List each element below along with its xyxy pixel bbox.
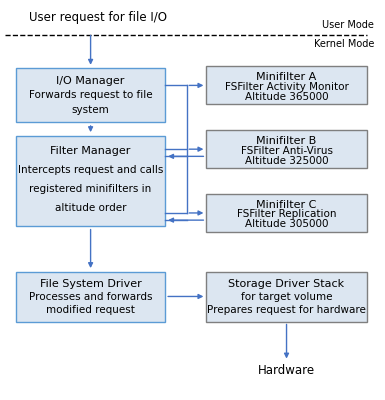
Text: Altitude 365000: Altitude 365000 — [245, 92, 328, 102]
FancyBboxPatch shape — [206, 194, 367, 232]
Text: Intercepts request and calls: Intercepts request and calls — [18, 165, 163, 175]
Text: Prepares request for hardware: Prepares request for hardware — [207, 305, 366, 315]
Text: I/O Manager: I/O Manager — [57, 76, 125, 86]
Text: Minifilter B: Minifilter B — [256, 136, 316, 146]
Text: Storage Driver Stack: Storage Driver Stack — [228, 279, 345, 289]
Text: registered minifilters in: registered minifilters in — [30, 184, 152, 194]
FancyBboxPatch shape — [16, 272, 165, 322]
Text: FSFilter Activity Monitor: FSFilter Activity Monitor — [224, 82, 348, 92]
FancyBboxPatch shape — [206, 130, 367, 168]
Text: Processes and forwards: Processes and forwards — [29, 292, 152, 302]
Text: Filter Manager: Filter Manager — [50, 146, 131, 156]
Text: Kernel Mode: Kernel Mode — [314, 39, 374, 49]
Text: Minifilter C: Minifilter C — [256, 200, 317, 210]
Text: FSFilter Replication: FSFilter Replication — [237, 210, 336, 220]
Text: system: system — [72, 104, 109, 114]
Text: Altitude 305000: Altitude 305000 — [245, 220, 328, 230]
Text: FSFilter Anti-Virus: FSFilter Anti-Virus — [241, 146, 333, 156]
Text: modified request: modified request — [46, 305, 135, 315]
Text: for target volume: for target volume — [241, 292, 332, 302]
FancyBboxPatch shape — [206, 272, 367, 322]
Text: Minifilter A: Minifilter A — [256, 72, 316, 82]
FancyBboxPatch shape — [206, 66, 367, 104]
Text: User Mode: User Mode — [322, 20, 374, 30]
Text: File System Driver: File System Driver — [40, 279, 141, 289]
Text: altitude order: altitude order — [55, 202, 126, 212]
Text: User request for file I/O: User request for file I/O — [29, 11, 167, 24]
FancyBboxPatch shape — [16, 68, 165, 122]
Text: Altitude 325000: Altitude 325000 — [245, 156, 328, 166]
Text: Hardware: Hardware — [258, 364, 315, 377]
Text: Forwards request to file: Forwards request to file — [29, 90, 152, 100]
FancyBboxPatch shape — [16, 136, 165, 226]
